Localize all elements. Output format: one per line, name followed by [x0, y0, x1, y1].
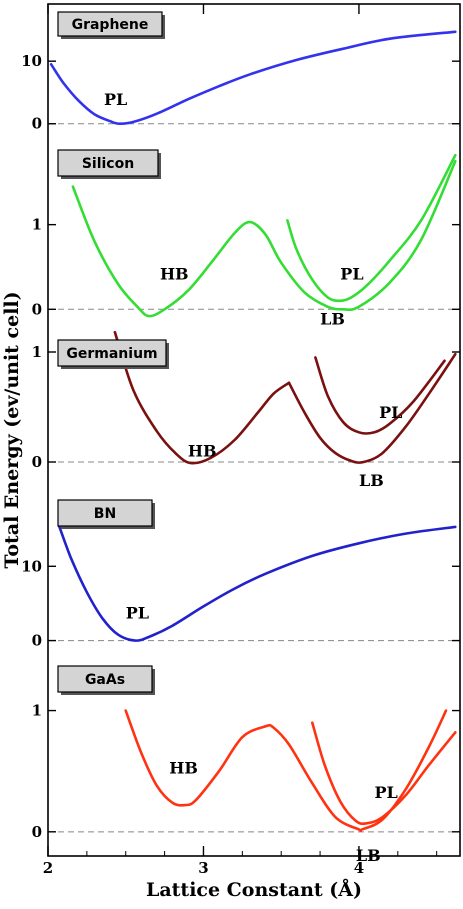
curve-silicon-pl: [286, 153, 457, 303]
panel-gaas: 0 1 HB PL LB GaAs: [32, 665, 460, 865]
material-badge-label: Silicon: [82, 156, 134, 172]
material-badge-label: BN: [94, 506, 116, 522]
material-badge: [57, 499, 153, 527]
curve-label-pl: PL: [374, 783, 397, 802]
curve-gaas-hb: [124, 709, 448, 833]
curve-germanium-pl: [314, 356, 446, 435]
y-tick-label: 1: [32, 216, 42, 234]
x-tick-label: 2: [43, 859, 53, 877]
plot-frame: [47, 3, 461, 857]
y-tick-label: 1: [32, 702, 42, 720]
curve-label-pl: PL: [104, 90, 127, 109]
y-tick-label: 0: [32, 115, 42, 133]
x-axis-title: Lattice Constant (Å): [146, 878, 362, 901]
curve-germanium-hb: [113, 330, 291, 465]
curve-graphene-pl: [49, 30, 457, 126]
y-tick-label: 0: [32, 300, 42, 318]
material-badge-label: Graphene: [72, 17, 149, 33]
curve-label-pl: PL: [126, 603, 149, 622]
curve-silicon-hb: [71, 159, 457, 318]
material-badge: [57, 149, 159, 177]
panel-germanium: 0 1 HB PL LB Germanium: [32, 330, 460, 490]
y-tick-label: 0: [32, 453, 42, 471]
y-tick-label: 0: [32, 632, 42, 650]
material-badge-label: Germanium: [66, 346, 157, 362]
panel-bn: 0 10 PL BN: [21, 499, 460, 650]
curve-label-pl: PL: [340, 265, 363, 284]
material-badge: [57, 11, 163, 37]
panel-graphene: 0 10 PL Graphene: [21, 11, 460, 133]
curve-label-lb: LB: [356, 846, 381, 865]
curve-label-lb: LB: [359, 471, 384, 490]
x-tick-label: 4: [354, 859, 364, 877]
x-axis: 2 3 4: [43, 4, 438, 877]
material-badge: [57, 665, 153, 693]
curve-bn-pl: [57, 524, 457, 642]
panel-silicon: 0 1 HB PL LB Silicon: [32, 149, 460, 329]
y-tick-label: 1: [32, 343, 42, 361]
curve-label-hb: HB: [160, 265, 189, 284]
y-tick-label: 10: [21, 557, 42, 575]
curve-label-pl: PL: [379, 403, 402, 422]
curve-label-hb: HB: [188, 442, 217, 461]
curve-label-hb: HB: [169, 759, 198, 778]
material-badge: [57, 339, 167, 367]
curve-germanium-lb: [287, 352, 457, 464]
y-tick-label: 10: [21, 52, 42, 70]
x-tick-label: 3: [198, 859, 208, 877]
curve-gaas-pl: [311, 721, 457, 826]
curve-label-lb: LB: [320, 310, 345, 329]
y-axis-title: Total Energy (ev/unit cell): [1, 291, 23, 568]
material-badge-label: GaAs: [85, 672, 125, 688]
y-tick-label: 0: [32, 823, 42, 841]
